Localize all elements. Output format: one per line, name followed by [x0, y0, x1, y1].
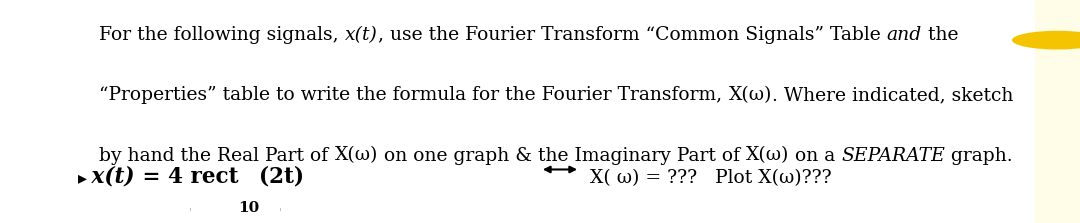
Text: X(ω): X(ω) [335, 147, 378, 165]
Text: 10: 10 [239, 201, 259, 215]
Text: For the following signals,: For the following signals, [99, 26, 345, 44]
Text: , use the Fourier Transform “Common Signals” Table: , use the Fourier Transform “Common Sign… [378, 26, 887, 44]
Text: ˈ: ˈ [189, 208, 192, 218]
Text: on a: on a [789, 147, 841, 165]
Text: 10: 10 [239, 201, 259, 215]
Text: SEPARATE: SEPARATE [841, 147, 945, 165]
Text: X(ω): X(ω) [729, 86, 772, 104]
Text: graph.: graph. [945, 147, 1013, 165]
Text: X( ω) = ???   Plot X(ω)???: X( ω) = ??? Plot X(ω)??? [584, 169, 832, 187]
Text: and: and [887, 26, 922, 44]
Text: X(ω): X(ω) [746, 147, 789, 165]
Text: x(t): x(t) [84, 166, 135, 188]
Text: by hand the Real Part of: by hand the Real Part of [99, 147, 335, 165]
Text: “Properties” table to write the formula for the Fourier Transform,: “Properties” table to write the formula … [99, 86, 729, 104]
Text: the: the [922, 26, 958, 44]
Text: (2t): (2t) [259, 166, 305, 188]
Text: on one graph & the Imaginary Part of: on one graph & the Imaginary Part of [378, 147, 746, 165]
Text: ˈ: ˈ [279, 208, 282, 218]
Text: x(t): x(t) [345, 26, 378, 44]
Text: = 4 rect: = 4 rect [135, 166, 239, 188]
Text: . Where indicated, sketch: . Where indicated, sketch [772, 86, 1013, 104]
Text: ▸: ▸ [78, 169, 86, 187]
